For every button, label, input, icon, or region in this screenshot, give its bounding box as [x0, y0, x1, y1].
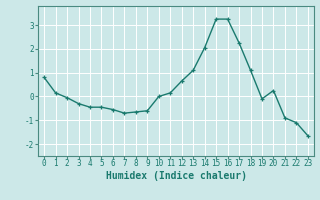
X-axis label: Humidex (Indice chaleur): Humidex (Indice chaleur) — [106, 171, 246, 181]
